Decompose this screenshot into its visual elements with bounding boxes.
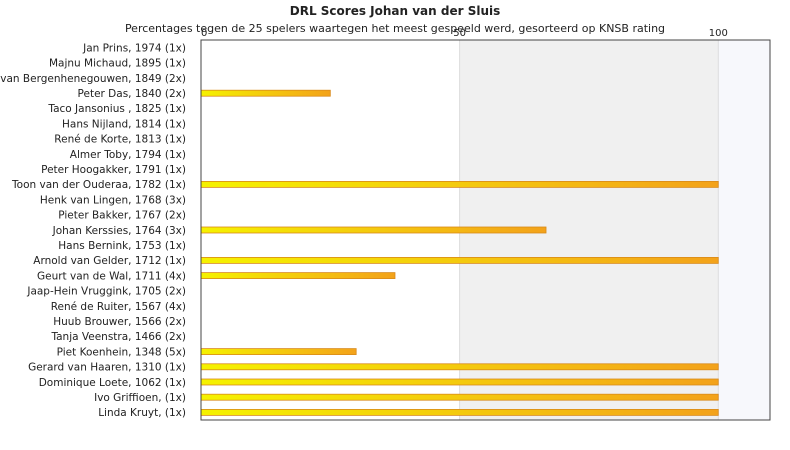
category-label: René de Korte, 1813 (1x) <box>54 134 186 146</box>
bar <box>200 363 719 371</box>
category-label: Ivo Griffioen, (1x) <box>94 392 186 404</box>
bar <box>200 226 547 234</box>
category-label: Jan Prins, 1974 (1x) <box>82 42 186 54</box>
bar <box>200 89 331 97</box>
category-label: Huub Brouwer, 1566 (2x) <box>53 316 186 328</box>
bar <box>200 348 357 356</box>
category-label: Majnu Michaud, 1895 (1x) <box>49 58 186 70</box>
category-label: Geurt van de Wal, 1711 (4x) <box>37 270 186 282</box>
chart-subtitle: Percentages tegen de 25 spelers waartege… <box>124 22 666 35</box>
plot-frame <box>200 39 771 421</box>
category-label: Hans Bernink, 1753 (1x) <box>58 240 186 252</box>
category-label: Tanja Veenstra, 1466 (2x) <box>50 331 186 343</box>
bar <box>200 393 719 401</box>
bar <box>200 180 719 188</box>
plot-band <box>718 40 770 420</box>
category-label: Peter Das, 1840 (2x) <box>78 88 186 100</box>
x-tick-label: 100 <box>709 28 728 39</box>
bar <box>200 378 719 386</box>
bar <box>200 256 719 264</box>
category-label: Piet Koenhein, 1348 (5x) <box>57 346 186 358</box>
category-label: Johan Kerssies, 1764 (3x) <box>52 225 186 237</box>
x-tick-label: 50 <box>453 28 466 39</box>
category-label: Henk van Lingen, 1768 (3x) <box>40 194 186 206</box>
category-label: Hans Nijland, 1814 (1x) <box>62 118 186 130</box>
category-label: Linda Kruyt, (1x) <box>98 407 186 419</box>
category-label: Dominique Loete, 1062 (1x) <box>39 377 186 389</box>
category-label: Pieter Bakker, 1767 (2x) <box>58 210 186 222</box>
chart-title: DRL Scores Johan van der Sluis <box>289 4 501 18</box>
category-label: Toon van der Ouderaa, 1782 (1x) <box>11 179 186 191</box>
category-label: Jaap-Hein Vruggink, 1705 (2x) <box>26 286 186 298</box>
category-label: René de Ruiter, 1567 (4x) <box>51 301 186 313</box>
category-label: Gerard van Haaren, 1310 (1x) <box>28 362 186 374</box>
x-tick-label: 0 <box>201 28 207 39</box>
category-label: Arnold van Gelder, 1712 (1x) <box>33 255 186 267</box>
category-label: Taco Jansonius , 1825 (1x) <box>47 103 186 115</box>
bar <box>200 272 396 280</box>
category-label: Jaap van Bergenhenegouwen, 1849 (2x) <box>0 73 186 85</box>
bar <box>200 408 719 416</box>
category-label: Almer Toby, 1794 (1x) <box>70 149 186 161</box>
category-label: Peter Hoogakker, 1791 (1x) <box>41 164 186 176</box>
